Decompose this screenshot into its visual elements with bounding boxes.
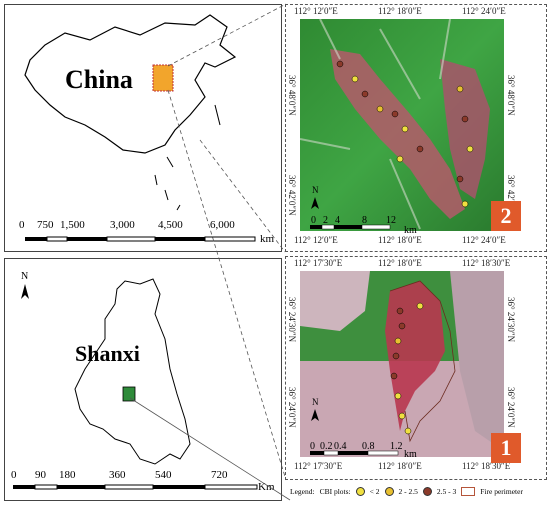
map2-top-tick-1: 112° 18′0″E (378, 6, 422, 16)
legend-cbi-label: CBI plots: (319, 486, 351, 496)
shanxi-scale-1: 90 (35, 469, 46, 481)
shanxi-outline (74, 278, 191, 465)
map1-top-tick-0: 112° 17′30″E (294, 258, 343, 268)
map2-panel: 112° 12′0″E 112° 18′0″E 112° 24′0″E 112°… (285, 4, 547, 252)
map1-right-tick-1: 36° 24′0″N (506, 387, 516, 428)
shanxi-panel: N Shanxi 0 90 180 360 540 720 Km (4, 258, 282, 501)
legend: Legend: CBI plots: < 2 2 - 2.5 2.5 - 3 F… (290, 482, 548, 500)
map2-top-tick-2: 112° 24′0″E (462, 6, 506, 16)
map1-scale-bar (310, 450, 399, 456)
china-scale-bar (25, 236, 256, 242)
map2-right-tick-1: 36° 42′0″N (506, 175, 516, 216)
shanxi-map: N (13, 271, 258, 490)
north-arrow (21, 284, 29, 299)
legend-item-high: 2.5 - 3 (436, 486, 457, 496)
map1-top-tick-1: 112° 18′0″E (378, 258, 422, 268)
china-label: China (65, 65, 133, 94)
map1-right-tick-0: 36° 24′30″N (506, 297, 516, 343)
map2-scale-unit: km (404, 225, 417, 236)
map2-image (300, 19, 504, 231)
map1-badge: 1 (491, 433, 521, 463)
map2-left-tick-1: 36° 42′0″N (287, 175, 297, 216)
map2-left-tick-0: 36° 48′0″N (287, 75, 297, 116)
china-outline (24, 14, 237, 154)
map2-scale-0: 0 (311, 215, 316, 226)
map2-badge: 2 (491, 201, 521, 231)
map2-top-tick-0: 112° 12′0″E (294, 6, 338, 16)
shanxi-scale-2: 180 (59, 469, 76, 481)
map2-scale-bar (310, 224, 391, 230)
legend-dot-mid (384, 486, 394, 496)
legend-perimeter-swatch (461, 486, 476, 496)
map1-scale-2: 0.4 (334, 441, 347, 452)
map1-top-tick-2: 112° 18′30″E (462, 258, 511, 268)
map1-scale-unit: km (404, 449, 417, 460)
china-scale-2: 1,500 (60, 219, 85, 231)
map2-north-letter: N (312, 185, 319, 195)
china-scale-unit: km (260, 233, 275, 245)
shanxi-scale-5: 720 (211, 469, 228, 481)
china-panel: China 0 750 1,500 3,000 4,500 6,000 km (4, 4, 282, 252)
map2-scale-3: 8 (362, 215, 367, 226)
map1-left-tick-1: 36° 24′0″N (287, 387, 297, 428)
study-area-marker (122, 386, 136, 402)
legend-item-low: < 2 (369, 486, 380, 496)
china-scale-5: 6,000 (210, 219, 235, 231)
shanxi-label: Shanxi (75, 341, 140, 366)
china-scale-4: 4,500 (158, 219, 183, 231)
china-map (24, 14, 256, 242)
shanxi-scale-unit: Km (258, 481, 275, 493)
map2-bottom-tick-1: 112° 18′0″E (378, 235, 422, 245)
map2-right-tick-0: 36° 48′0″N (506, 75, 516, 116)
map1-scale-1: 0.2 (320, 441, 333, 452)
legend-item-mid: 2 - 2.5 (398, 486, 418, 496)
map1-north-letter: N (312, 397, 319, 407)
shanxi-scale-4: 540 (155, 469, 172, 481)
map2-scale-4: 12 (386, 215, 396, 226)
map1-scale-3: 0.8 (362, 441, 375, 452)
map1-scale-4: 1.2 (390, 441, 403, 452)
map2-bottom-tick-2: 112° 24′0″E (462, 235, 506, 245)
china-scale-1: 750 (37, 219, 54, 231)
map2-scale-1: 2 (323, 215, 328, 226)
legend-dot-high (422, 486, 432, 496)
map1-panel: 112° 17′30″E 112° 18′0″E 112° 18′30″E 11… (285, 256, 547, 480)
north-letter: N (21, 271, 28, 282)
legend-perimeter: Fire perimeter (480, 486, 523, 496)
legend-dot-low (355, 486, 365, 496)
shanxi-scale-3: 360 (109, 469, 126, 481)
map2-bottom-tick-0: 112° 12′0″E (294, 235, 338, 245)
shanxi-scale-0: 0 (11, 469, 17, 481)
map1-bottom-tick-0: 112° 17′30″E (294, 461, 343, 471)
map1-left-tick-0: 36° 24′30″N (287, 297, 297, 343)
cbi-plots-map2 (336, 60, 474, 208)
legend-title: Legend: (290, 486, 315, 496)
china-scale-0: 0 (19, 219, 25, 231)
cbi-plots-map1 (390, 302, 424, 435)
map1-bottom-tick-1: 112° 18′0″E (378, 461, 422, 471)
map1-image (300, 271, 504, 457)
shanxi-scale-bar (13, 484, 258, 490)
study-area-box (152, 64, 174, 92)
map2-scale-2: 4 (335, 215, 340, 226)
china-scale-3: 3,000 (110, 219, 135, 231)
map1-bottom-tick-2: 112° 18′30″E (462, 461, 511, 471)
map1-scale-0: 0 (310, 441, 315, 452)
